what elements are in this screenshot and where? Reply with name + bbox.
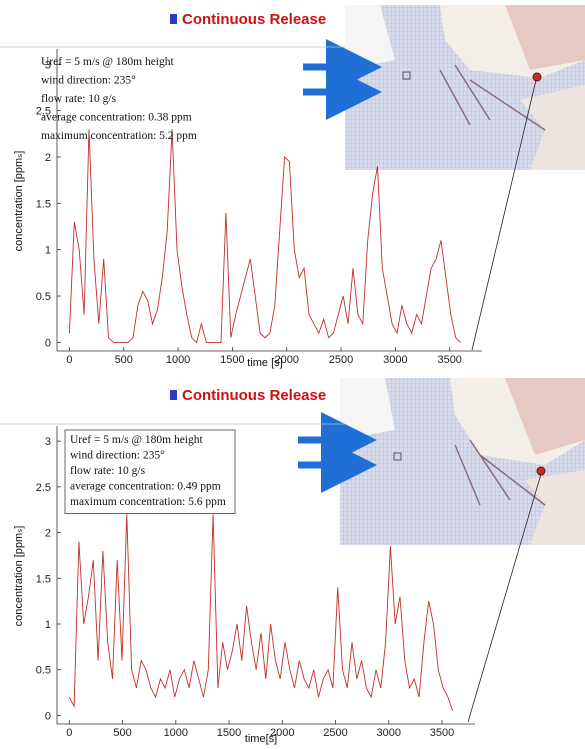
x-tick-label: 0 bbox=[66, 727, 72, 739]
annotation: average concentration: 0.38 ppm bbox=[41, 112, 192, 124]
title-icon bbox=[170, 390, 177, 400]
y-tick-label: 1.5 bbox=[36, 573, 51, 585]
annotation: wind direction: 235° bbox=[41, 75, 136, 87]
annotation: Uref = 5 m/s @ 180m height bbox=[70, 434, 204, 446]
chart-title: Continuous Release bbox=[182, 387, 326, 404]
x-tick-label: 500 bbox=[115, 354, 133, 366]
x-tick-label: 500 bbox=[113, 727, 131, 739]
map-inset bbox=[340, 378, 585, 545]
y-tick-label: 0 bbox=[45, 710, 51, 722]
y-tick-label: 1 bbox=[45, 619, 51, 631]
y-tick-label: 3 bbox=[45, 436, 51, 448]
y-tick-label: 0 bbox=[45, 337, 51, 349]
annotation: average concentration: 0.49 ppm bbox=[70, 481, 221, 493]
x-tick-label: 1000 bbox=[166, 354, 190, 366]
x-tick-label: 3000 bbox=[383, 354, 407, 366]
annotation: Uref = 5 m/s @ 180m height bbox=[41, 56, 175, 68]
y-tick-label: 1 bbox=[45, 245, 51, 257]
title-icon bbox=[170, 14, 177, 24]
x-tick-label: 3000 bbox=[377, 727, 401, 739]
x-tick-label: 3500 bbox=[437, 354, 461, 366]
y-tick-label: 2 bbox=[45, 152, 51, 164]
annotation: maximum concentration: 5.2 ppm bbox=[41, 130, 197, 142]
y-tick-label: 0.5 bbox=[36, 665, 51, 677]
x-tick-label: 1500 bbox=[220, 354, 244, 366]
x-tick-label: 0 bbox=[66, 354, 72, 366]
y-tick-label: 1.5 bbox=[36, 198, 51, 210]
slide: Continuous Release0500100015002000250030… bbox=[0, 0, 585, 749]
x-tick-label: 2500 bbox=[329, 354, 353, 366]
y-tick-label: 0.5 bbox=[36, 291, 51, 303]
y-axis-label: concentration [ppmₛ] bbox=[13, 151, 25, 252]
annotation: maximum concentration: 5.6 ppm bbox=[70, 496, 226, 508]
x-tick-label: 3500 bbox=[430, 727, 454, 739]
chart-title: Continuous Release bbox=[182, 11, 326, 28]
x-tick-label: 1000 bbox=[164, 727, 188, 739]
annotation: flow rate: 10 g/s bbox=[70, 465, 146, 477]
x-axis-label: time[s] bbox=[245, 733, 277, 745]
map-inset bbox=[345, 5, 585, 170]
x-axis-label: time [s] bbox=[247, 357, 282, 369]
x-tick-label: 1500 bbox=[217, 727, 241, 739]
y-axis-label: concentration [ppmₛ] bbox=[13, 526, 25, 627]
y-tick-label: 2.5 bbox=[36, 482, 51, 494]
annotation: wind direction: 235° bbox=[70, 450, 165, 462]
x-tick-label: 2500 bbox=[323, 727, 347, 739]
y-tick-label: 2 bbox=[45, 528, 51, 540]
annotation: flow rate: 10 g/s bbox=[41, 93, 117, 105]
